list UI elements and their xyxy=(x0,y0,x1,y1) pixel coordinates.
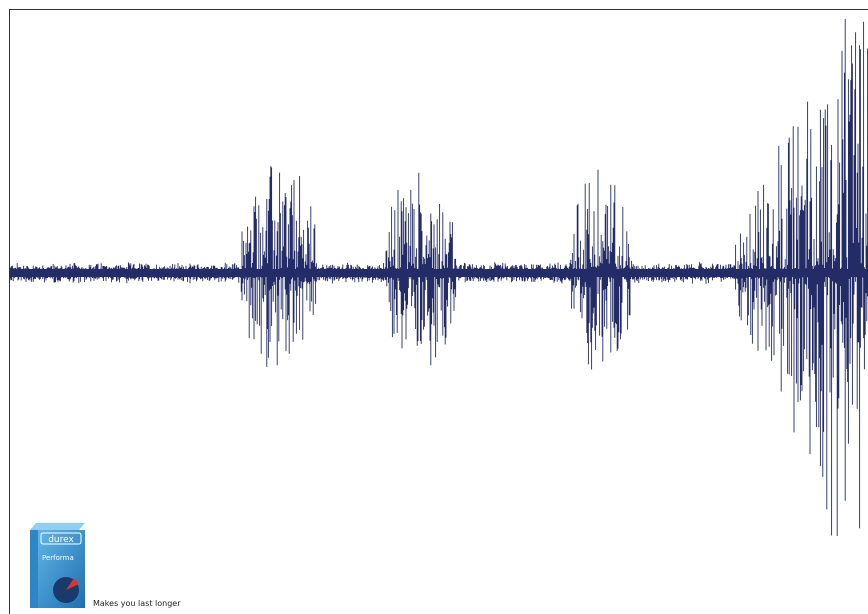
box-side xyxy=(30,530,38,608)
product-box: durex Performa xyxy=(30,523,85,608)
waveform-core xyxy=(10,269,868,277)
tagline: Makes you last longer xyxy=(93,599,181,608)
product-name: Performa xyxy=(42,554,74,562)
brand: durex xyxy=(48,535,74,545)
box-top xyxy=(30,523,85,530)
advertisement: durex Performa Makes you last longer xyxy=(0,0,868,614)
